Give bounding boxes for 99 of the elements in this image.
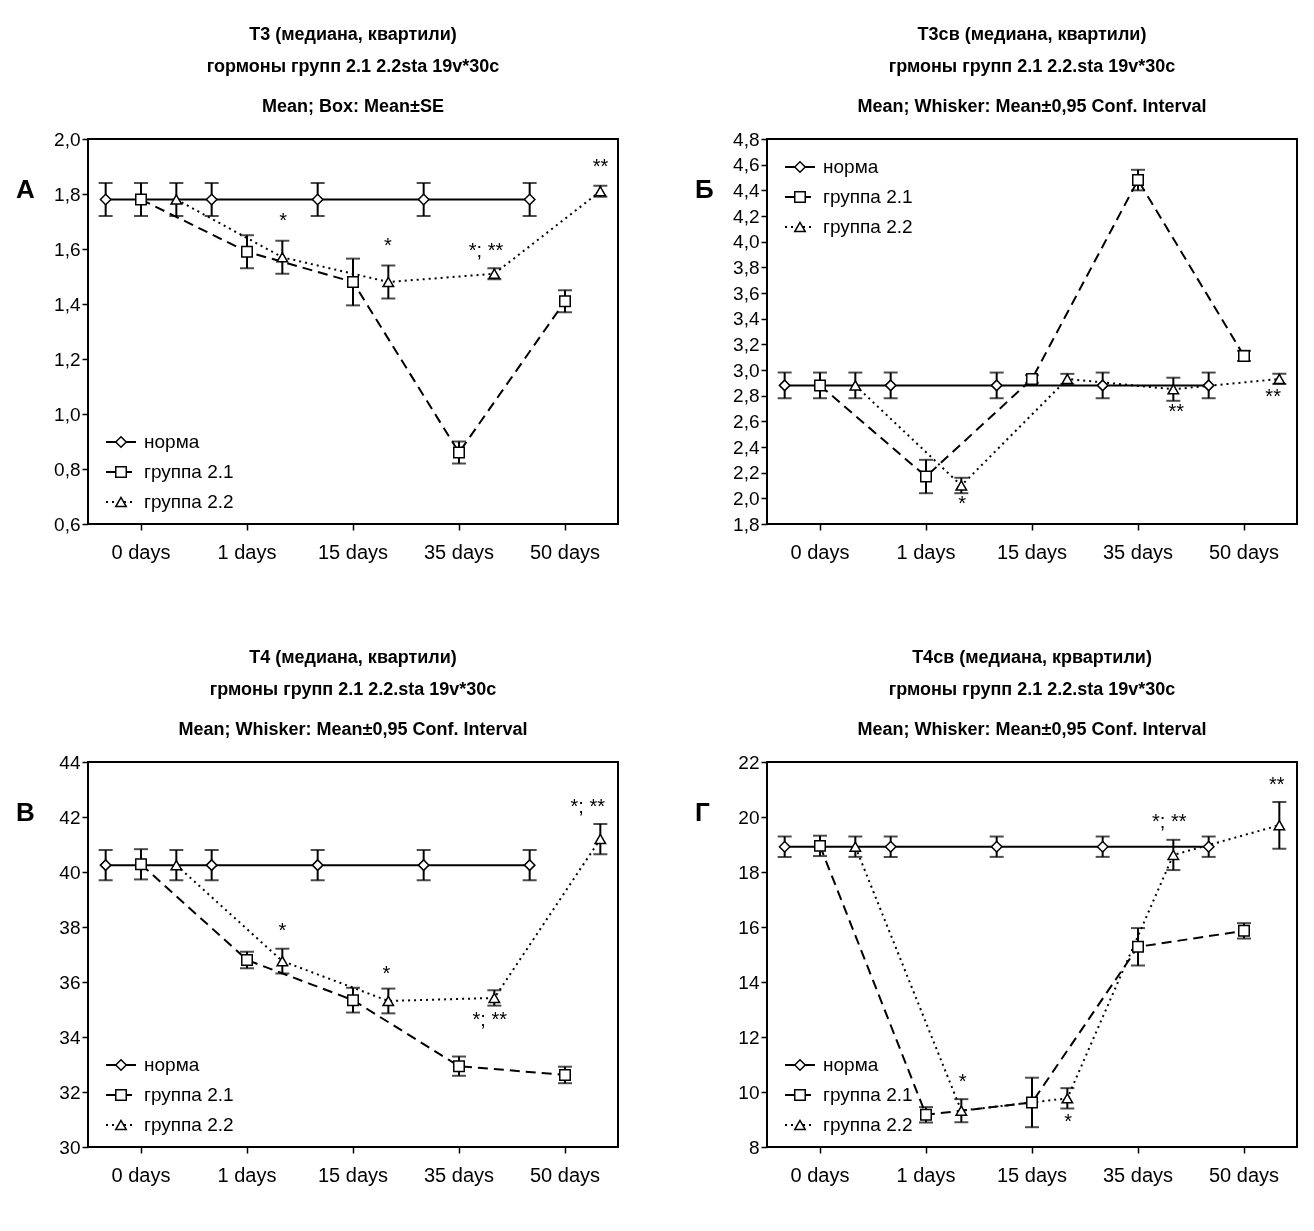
annotation: *; ** — [570, 795, 606, 818]
x-tick-label: 0 days — [790, 540, 850, 563]
y-tick-label: 2,0 — [54, 128, 81, 150]
annotation: * — [958, 492, 967, 515]
y-tick-label: 3,6 — [733, 282, 760, 304]
x-tick-label: 15 days — [317, 540, 389, 563]
x-tick-label: 0 days — [111, 1163, 171, 1186]
y-tick-label: 30 — [59, 1136, 81, 1158]
y-tick-label: 1,4 — [54, 293, 81, 315]
annotation: * — [384, 234, 393, 257]
y-tick-label: 32 — [59, 1081, 81, 1103]
y-tick-label: 1,0 — [54, 403, 81, 425]
annotation: * — [382, 961, 391, 984]
chart-title: T3св (медиана, квартили) — [917, 24, 1147, 44]
legend-label: группа 2.1 — [823, 186, 913, 207]
y-tick-label: 10 — [738, 1081, 760, 1103]
y-tick-label: 20 — [738, 806, 760, 828]
chart-subtitle: грмоны групп 2.1 2.2.sta 19v*30c Mean; Whisker: Mean±0,95 Conf. Interval — [857, 56, 1207, 116]
y-tick-label: 0,8 — [54, 458, 81, 480]
x-tick-label: 15 days — [996, 1163, 1068, 1186]
y-tick-label: 3,2 — [733, 333, 760, 355]
y-tick-label: 38 — [59, 916, 81, 938]
annotation: *; ** — [468, 239, 504, 262]
y-tick-label: 34 — [59, 1026, 81, 1048]
x-tick-label: 1 days — [896, 1163, 956, 1186]
legend-label: группа 2.2 — [823, 1114, 913, 1135]
y-tick-label: 42 — [59, 806, 81, 828]
y-tick-label: 2,6 — [733, 410, 760, 432]
y-tick-label: 3,4 — [733, 308, 760, 330]
legend-label: группа 2.1 — [144, 461, 234, 482]
legend-label: группа 2.2 — [144, 491, 234, 512]
annotation: ** — [592, 155, 609, 178]
y-tick-label: 12 — [738, 1026, 760, 1048]
x-tick-label: 1 days — [217, 1163, 277, 1186]
y-tick-label: 1,8 — [54, 183, 81, 205]
legend-label: группа 2.1 — [823, 1084, 913, 1105]
legend-label: норма — [144, 1054, 200, 1075]
x-tick-label: 0 days — [790, 1163, 850, 1186]
y-tick-label: 40 — [59, 861, 81, 883]
y-tick-label: 36 — [59, 971, 81, 993]
y-tick-label: 4,6 — [733, 154, 760, 176]
annotation: * — [1064, 1109, 1073, 1132]
x-tick-label: 35 days — [423, 540, 495, 563]
y-tick-label: 18 — [738, 861, 760, 883]
y-tick-label: 0,6 — [54, 513, 81, 535]
text: В — [16, 797, 35, 827]
chart-title: T4 (медиана, квартили) — [249, 647, 457, 667]
y-tick-label: 14 — [738, 971, 760, 993]
x-tick-label: 0 days — [111, 540, 171, 563]
legend-label: группа 2.2 — [823, 216, 913, 237]
y-tick-label: 2,2 — [733, 462, 760, 484]
x-tick-label: 50 days — [529, 1163, 601, 1186]
annotation: *; ** — [472, 1007, 508, 1030]
text: Б — [695, 174, 714, 204]
annotation: ** — [1265, 384, 1282, 407]
annotation: ** — [1168, 399, 1185, 422]
y-tick-label: 44 — [59, 751, 81, 773]
y-tick-label: 4,2 — [733, 205, 760, 227]
x-tick-label: 1 days — [896, 540, 956, 563]
legend-label: группа 2.1 — [144, 1084, 234, 1105]
chart-subtitle: гормоны групп 2.1 2.2sta 19v*30c Mean; Box: Mean±SE — [206, 56, 500, 116]
chart-title: T4св (медиана, крвартили) — [912, 647, 1152, 667]
legend-label: норма — [823, 1054, 879, 1075]
text: Г — [695, 797, 710, 827]
legend-label: группа 2.2 — [144, 1114, 234, 1135]
y-tick-label: 2,0 — [733, 487, 760, 509]
x-tick-label: 35 days — [1102, 1163, 1174, 1186]
x-tick-label: 50 days — [1208, 1163, 1280, 1186]
x-tick-label: 50 days — [529, 540, 601, 563]
legend-label: норма — [144, 431, 200, 452]
chart-subtitle: грмоны групп 2.1 2.2.sta 19v*30c Mean; Whisker: Mean±0,95 Conf. Interval — [178, 679, 528, 739]
x-tick-label: 50 days — [1208, 540, 1280, 563]
x-tick-label: 35 days — [1102, 540, 1174, 563]
annotation: ** — [1269, 773, 1285, 796]
y-tick-label: 1,6 — [54, 238, 81, 260]
legend-label: норма — [823, 156, 879, 177]
x-tick-label: 15 days — [996, 540, 1068, 563]
y-tick-label: 3,0 — [733, 359, 760, 381]
y-tick-label: 8 — [748, 1136, 760, 1158]
annotation: * — [279, 209, 288, 232]
y-tick-label: 2,8 — [733, 385, 760, 407]
annotation: *; ** — [1152, 809, 1187, 832]
y-tick-label: 22 — [738, 751, 760, 773]
chart-subtitle: грмоны групп 2.1 2.2.sta 19v*30c Mean; Whisker: Mean±0,95 Conf. Interval — [857, 679, 1207, 739]
chart-title: T3 (медиана, квартили) — [249, 24, 457, 44]
y-tick-label: 16 — [738, 916, 760, 938]
y-tick-label: 4,0 — [733, 231, 760, 253]
annotation: * — [278, 919, 287, 942]
x-tick-label: 35 days — [423, 1163, 495, 1186]
x-tick-label: 15 days — [317, 1163, 389, 1186]
y-tick-label: 1,2 — [54, 348, 81, 370]
annotation: * — [958, 1070, 967, 1093]
y-tick-label: 2,4 — [733, 436, 760, 458]
y-tick-label: 1,8 — [733, 513, 760, 535]
x-tick-label: 1 days — [217, 540, 277, 563]
y-tick-label: 3,8 — [733, 256, 760, 278]
text: А — [16, 174, 35, 204]
y-tick-label: 4,8 — [733, 128, 760, 150]
y-tick-label: 4,4 — [733, 179, 760, 201]
